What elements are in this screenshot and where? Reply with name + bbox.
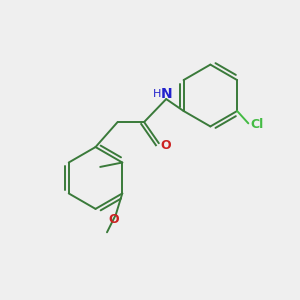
Text: O: O xyxy=(109,212,119,226)
Text: N: N xyxy=(160,87,172,101)
Text: O: O xyxy=(160,139,171,152)
Text: Cl: Cl xyxy=(250,118,263,131)
Text: H: H xyxy=(153,89,161,99)
